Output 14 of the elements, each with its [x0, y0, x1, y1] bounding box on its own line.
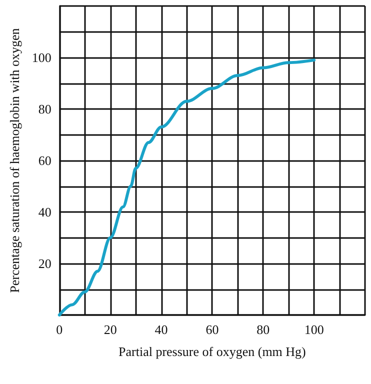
- x-tick-label: 80: [256, 322, 270, 337]
- x-tick-label: 0: [56, 322, 63, 337]
- x-tick-label: 100: [304, 322, 324, 337]
- y-tick-label: 20: [38, 256, 52, 271]
- y-tick-label: 60: [38, 153, 52, 168]
- y-tick-label: 40: [38, 204, 52, 220]
- y-tick-label: 100: [32, 50, 52, 65]
- x-tick-label: 20: [104, 322, 117, 337]
- x-tick-label: 40: [154, 322, 168, 337]
- line-series: [58, 58, 316, 316]
- x-axis-title: Partial pressure of oxygen (mm Hg): [118, 344, 306, 359]
- y-tick-label: 80: [38, 102, 52, 116]
- x-tick-label: 60: [206, 322, 219, 337]
- y-axis-title: Percentage saturation of haemoglobin with oxygen: [7, 28, 22, 293]
